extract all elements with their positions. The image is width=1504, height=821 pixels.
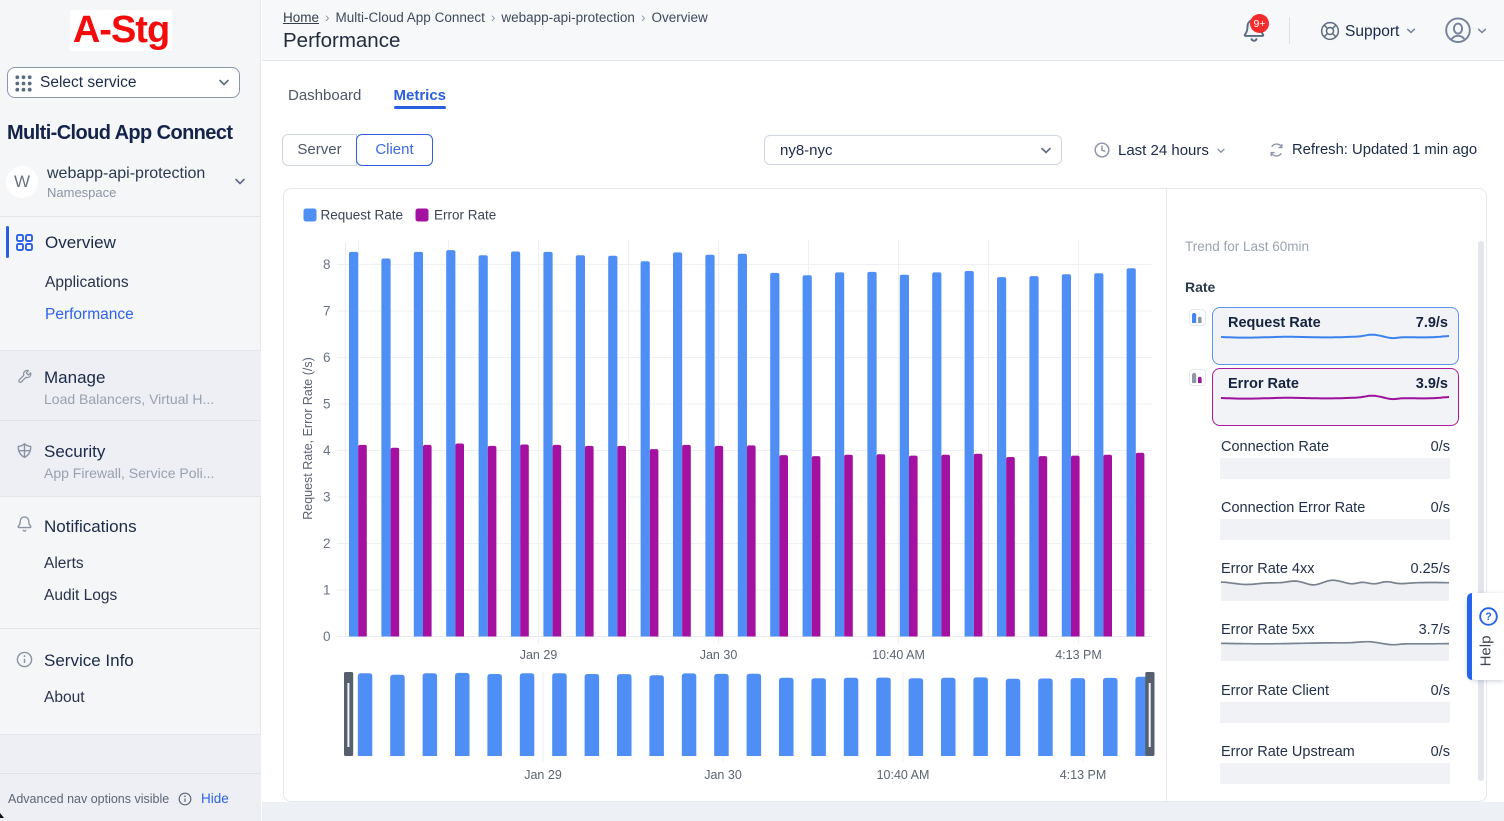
svg-text:10:40 AM: 10:40 AM xyxy=(872,648,925,662)
svg-text:5: 5 xyxy=(323,397,331,412)
svg-text:Request Rate: Request Rate xyxy=(321,208,404,223)
svg-text:4: 4 xyxy=(323,443,331,458)
svg-text:?: ? xyxy=(1485,611,1492,623)
svg-text:6: 6 xyxy=(323,350,331,365)
svg-text:1: 1 xyxy=(323,583,331,598)
svg-text:Jan 30: Jan 30 xyxy=(700,648,738,662)
svg-text:7: 7 xyxy=(323,304,331,319)
svg-text:4:13 PM: 4:13 PM xyxy=(1055,648,1102,662)
svg-text:8: 8 xyxy=(323,257,331,272)
svg-text:2: 2 xyxy=(323,536,331,551)
svg-text:Jan 29: Jan 29 xyxy=(520,648,558,662)
svg-text:0: 0 xyxy=(323,629,331,644)
svg-text:3: 3 xyxy=(323,490,331,505)
svg-text:4:13 PM: 4:13 PM xyxy=(1060,768,1107,782)
svg-text:10:40 AM: 10:40 AM xyxy=(877,768,930,782)
svg-text:Jan 29: Jan 29 xyxy=(524,768,562,782)
svg-text:Jan 30: Jan 30 xyxy=(704,768,742,782)
svg-text:Error Rate: Error Rate xyxy=(434,208,496,223)
svg-text:Request Rate, Error Rate (/s): Request Rate, Error Rate (/s) xyxy=(301,357,315,520)
